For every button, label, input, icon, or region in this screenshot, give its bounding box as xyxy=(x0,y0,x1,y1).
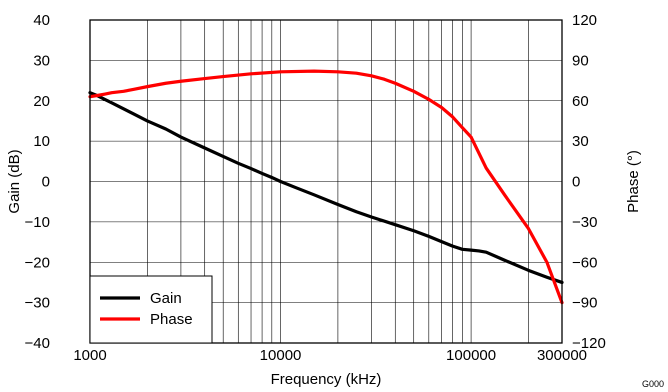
legend-box xyxy=(89,275,213,344)
grid xyxy=(90,20,562,343)
y-tick-label: 0 xyxy=(42,174,50,191)
legend-phase-label: Phase xyxy=(150,311,193,328)
y-tick-label: −40 xyxy=(25,335,50,352)
y2-tick-label: −60 xyxy=(572,254,597,271)
x-axis-label: Frequency (kHz) xyxy=(271,371,382,388)
y2-tick-label: 30 xyxy=(572,133,589,150)
y2-axis-label: Phase (°) xyxy=(625,150,642,213)
legend: Gain Phase xyxy=(89,275,213,344)
y-tick-label: 20 xyxy=(33,93,50,110)
figure-code-label: G000 xyxy=(642,379,664,389)
y2-tick-label: 90 xyxy=(572,52,589,69)
legend-gain-label: Gain xyxy=(150,290,182,307)
y-tick-label: 10 xyxy=(33,133,50,150)
x-tick-label: 10000 xyxy=(260,347,302,364)
y-tick-label: 40 xyxy=(33,12,50,29)
y-tick-label: −30 xyxy=(25,295,50,312)
y2-tick-label: −120 xyxy=(572,335,606,352)
y-tick-label: −20 xyxy=(25,254,50,271)
series-layer xyxy=(88,69,564,305)
y-tick-label: −10 xyxy=(25,214,50,231)
y2-tick-label: 0 xyxy=(572,174,580,191)
series-gain-line xyxy=(88,91,564,285)
y-tick-label: 30 xyxy=(33,52,50,69)
y-tick-labels: 40 30 20 10 0 −10 −20 −30 −40 xyxy=(25,12,50,352)
x-tick-labels: 1000 10000 100000 300000 xyxy=(73,347,587,364)
y2-tick-label: 120 xyxy=(572,12,597,29)
plot-frame xyxy=(89,19,563,344)
y2-tick-label: 60 xyxy=(572,93,589,110)
series-phase-line xyxy=(88,69,564,305)
y2-tick-labels: 120 90 60 30 0 −30 −60 −90 −120 xyxy=(572,12,606,352)
y2-tick-label: −90 xyxy=(572,295,597,312)
x-tick-label: 100000 xyxy=(446,347,496,364)
y-axis-label: Gain (dB) xyxy=(6,149,23,213)
y2-tick-label: −30 xyxy=(572,214,597,231)
x-tick-label: 1000 xyxy=(73,347,106,364)
x-tick-label: 300000 xyxy=(537,347,587,364)
